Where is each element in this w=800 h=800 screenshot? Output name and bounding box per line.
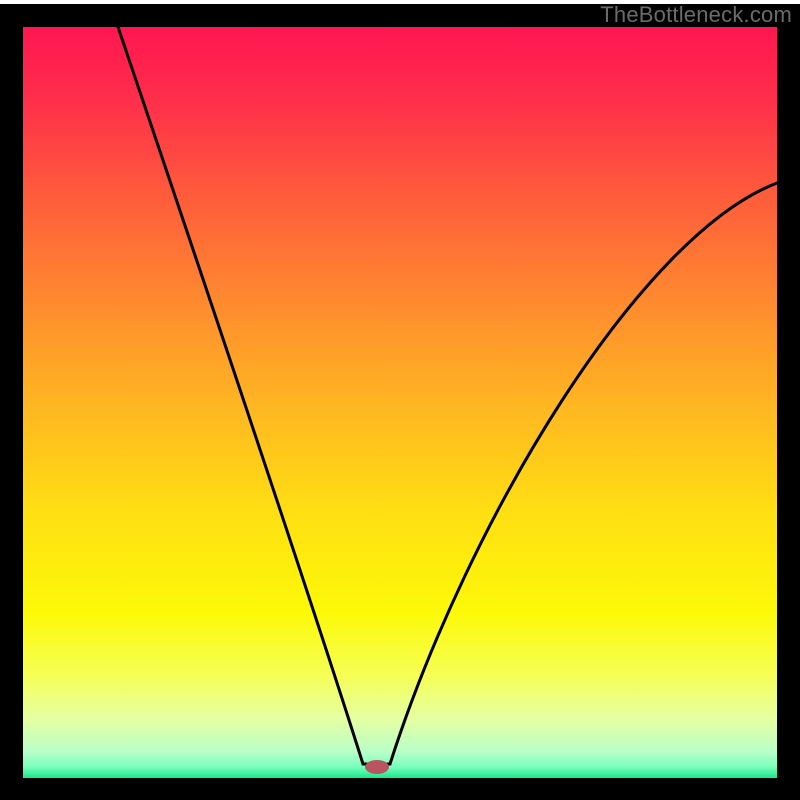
watermark-text: TheBottleneck.com: [600, 2, 792, 28]
plot-area: [23, 27, 777, 778]
optimal-point-marker: [365, 760, 389, 774]
bottleneck-chart: [0, 0, 800, 800]
gradient-background: [23, 27, 777, 778]
